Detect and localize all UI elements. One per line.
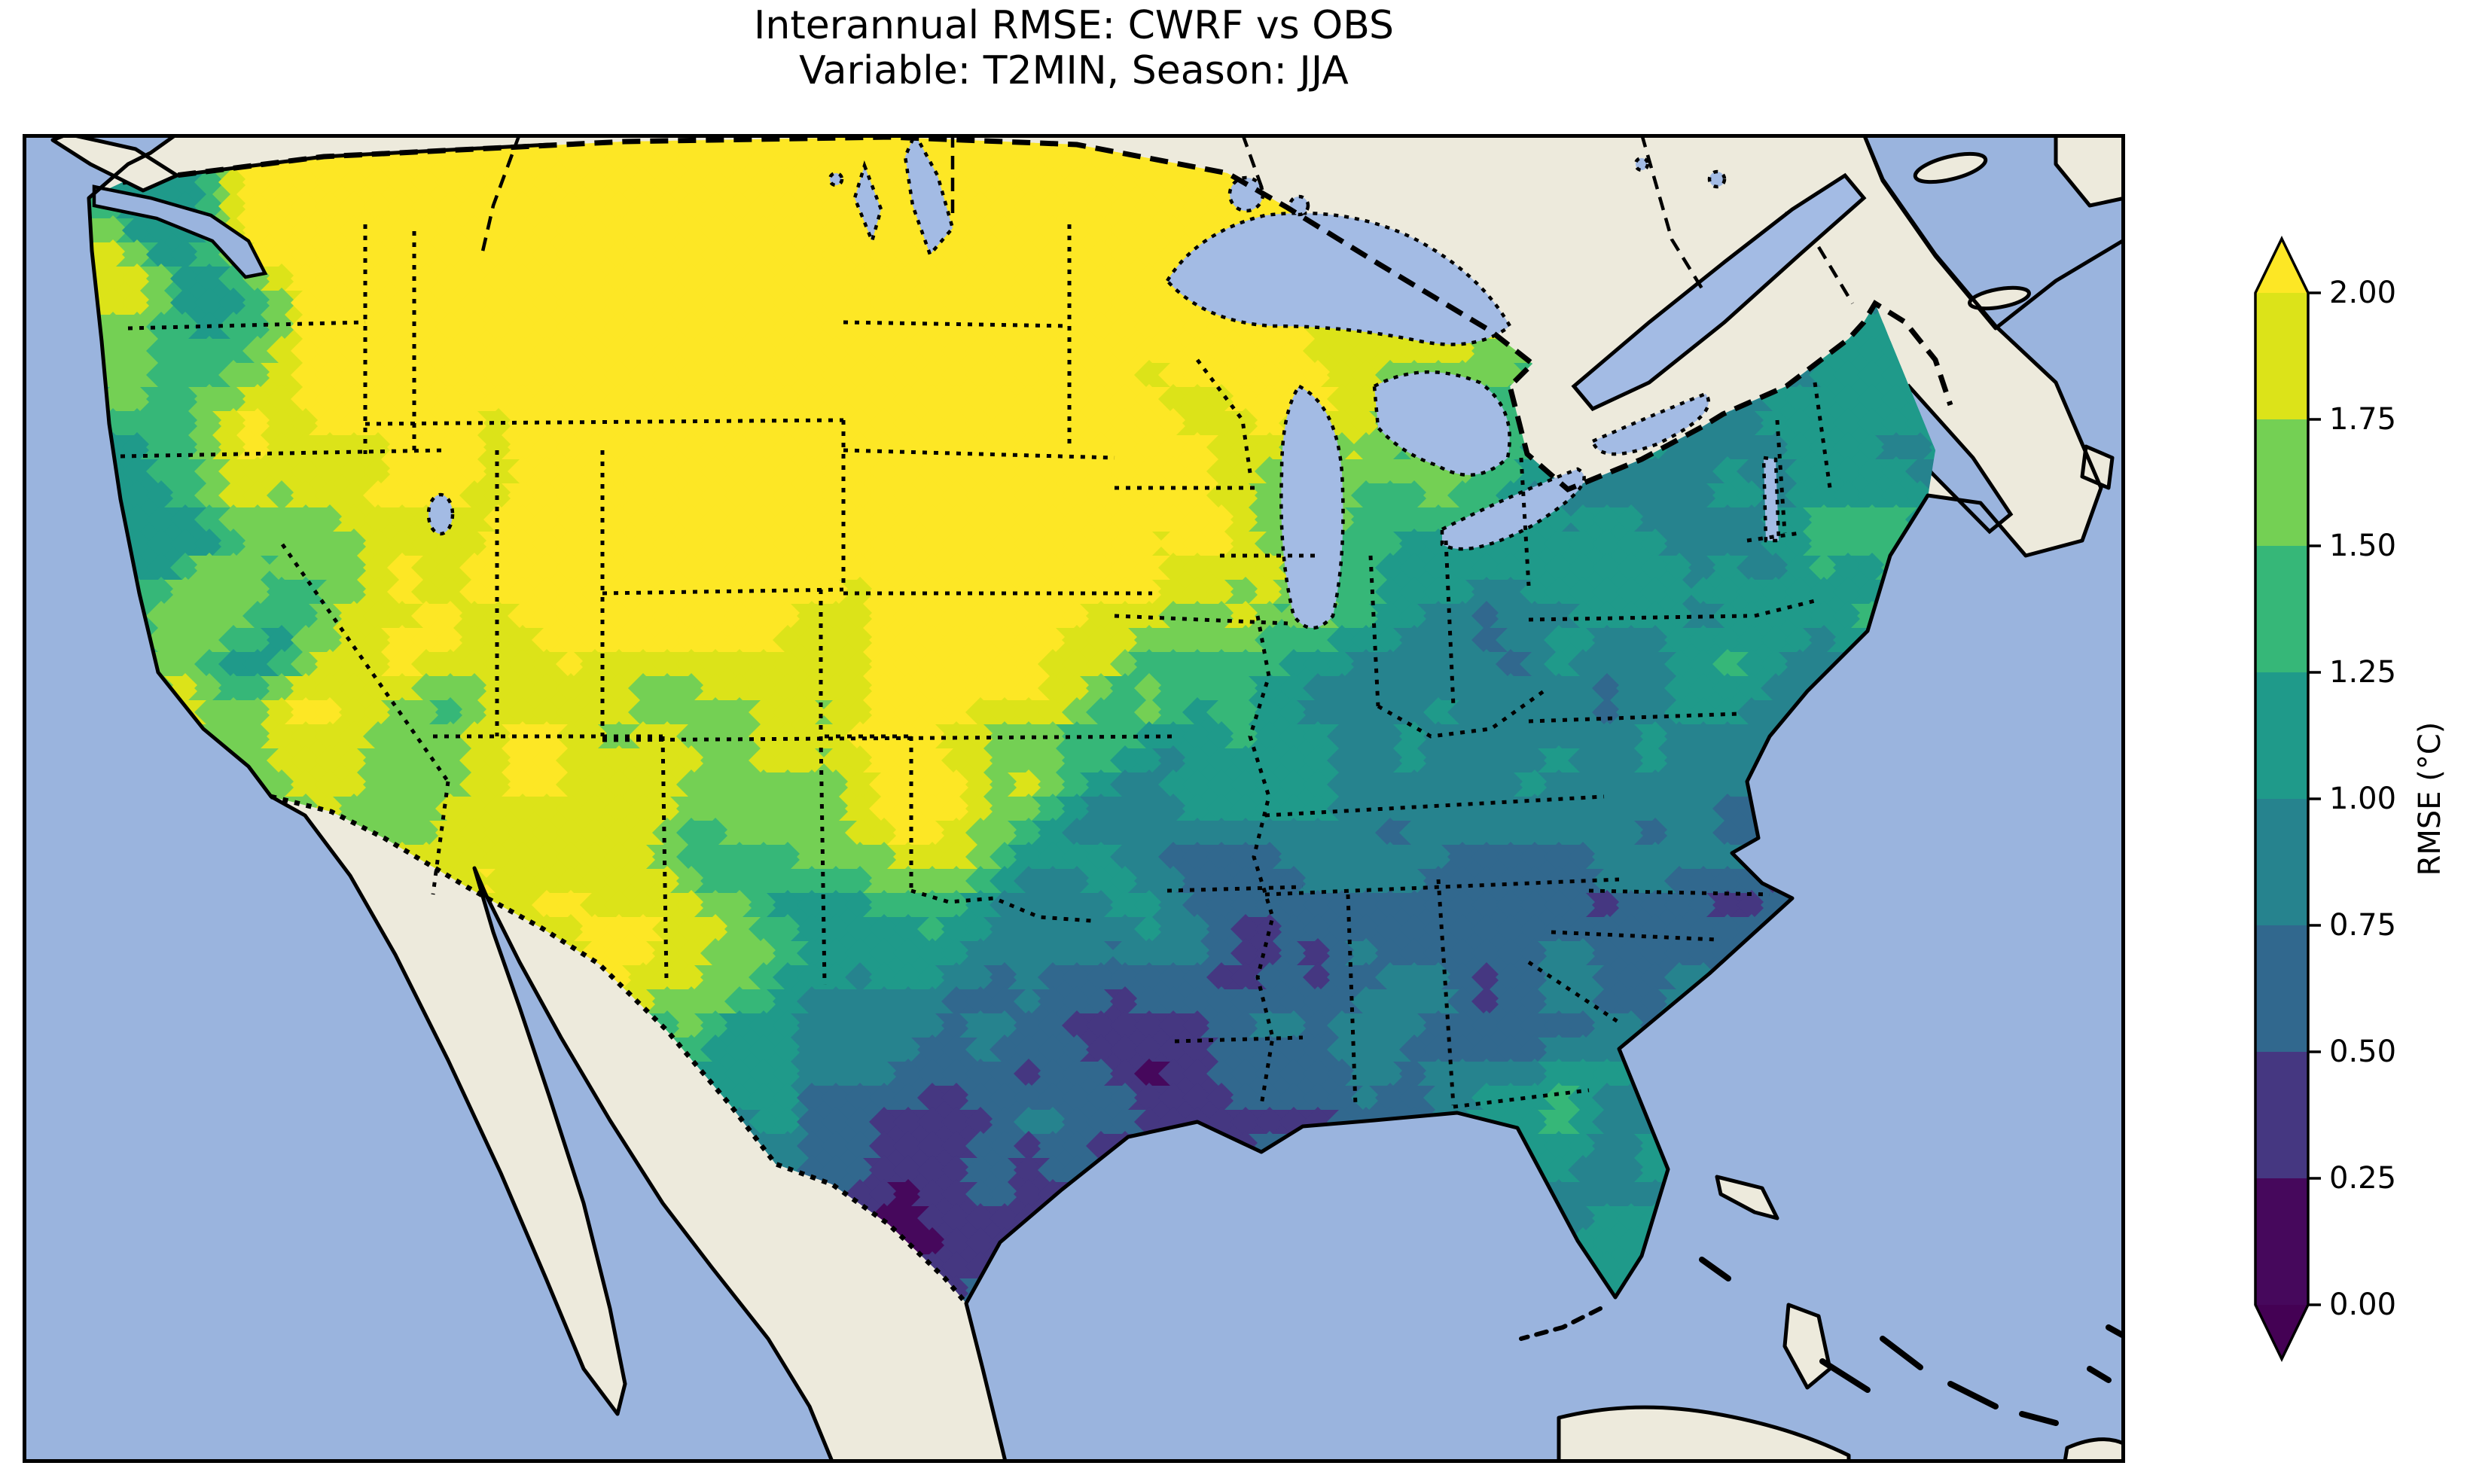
colorbar-axis-label: RMSE (°C) [2413,722,2447,876]
great-lakes [426,134,1867,630]
colorbar-under-triangle [2255,1305,2308,1359]
chart-title-line2: Variable: T2MIN, Season: JJA [799,48,1349,93]
colorbar-band [2255,546,2308,672]
state-borders [120,224,1832,1109]
us-rmse-map [23,134,2125,1463]
us-mexico-border [270,794,968,1306]
map-frame [23,134,2125,1463]
map-axes [23,134,2125,1463]
colorbar-band [2255,1052,2308,1178]
colorbar-band [2255,925,2308,1052]
colorbar-band [2255,293,2308,419]
colorbar-band [2255,1178,2308,1305]
colorbar-over-triangle [2255,239,2308,293]
colorbar-band [2255,419,2308,546]
chart-title-line1: Interannual RMSE: CWRF vs OBS [754,3,1394,48]
colorbar: 2.00 1.75 1.50 1.25 1.00 0.75 0.50 0.25 0.00 RMSE… [2214,226,2467,1400]
province-borders [480,134,1854,305]
colorbar-band [2255,799,2308,925]
colorbar-band [2255,672,2308,799]
islands [50,134,2125,1463]
chart-title: Interannual RMSE: CWRF vs OBS Variable: … [23,3,2125,93]
colorbar-ticks: 2.001.751.501.251.000.750.500.250.00 [2308,276,2396,1322]
us-canada-border [122,134,1953,493]
colorbar-svg: 2.001.751.501.251.000.750.500.250.00 RMSE… [2254,235,2447,1363]
coastline [87,134,2103,1462]
